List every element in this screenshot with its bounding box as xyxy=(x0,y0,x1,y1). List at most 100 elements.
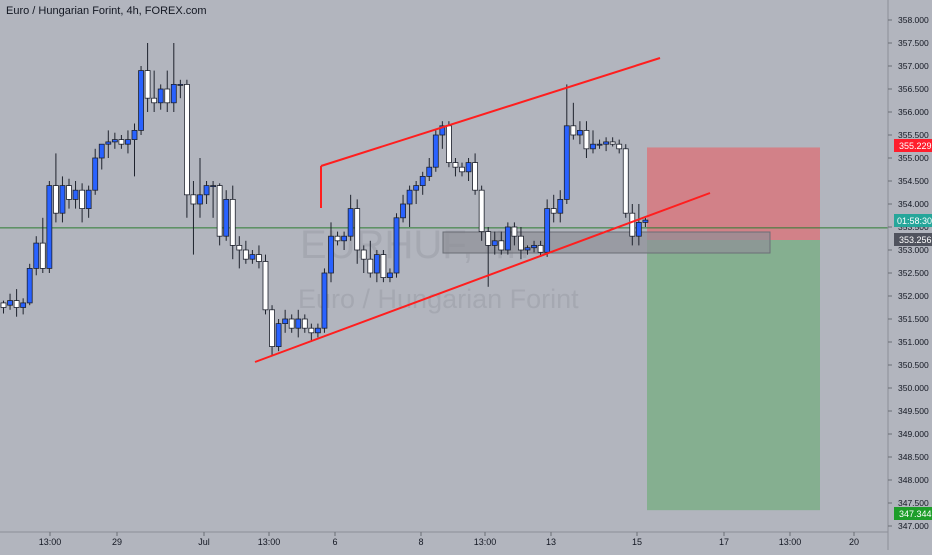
price-tick-label: 353.000 xyxy=(898,245,929,255)
candle xyxy=(393,213,400,278)
time-tick-label: Jul xyxy=(198,537,210,547)
candle xyxy=(459,162,465,177)
price-tick-label: 352.000 xyxy=(898,291,929,301)
stop-price-label: 355.229 xyxy=(894,139,932,152)
candle-body-bull xyxy=(439,125,446,136)
candle xyxy=(262,254,269,315)
candle-body-bear xyxy=(39,242,46,269)
candle xyxy=(13,289,20,317)
candle xyxy=(308,323,315,342)
candle-body-bear xyxy=(308,327,315,334)
candle-body-bull xyxy=(223,198,230,237)
candle-body-bear xyxy=(242,249,249,260)
time-tick-label: 29 xyxy=(112,537,122,547)
candle-body-bull xyxy=(413,185,420,191)
candle xyxy=(531,240,537,253)
candle-body-bull xyxy=(85,189,92,209)
candle xyxy=(341,231,348,250)
stop-loss-zone[interactable] xyxy=(647,147,820,240)
candle xyxy=(603,137,609,152)
candle xyxy=(400,194,406,223)
candle xyxy=(170,43,177,112)
price-tick-label: 355.500 xyxy=(898,130,929,140)
candle-body-bear xyxy=(609,141,616,145)
candle xyxy=(583,121,590,158)
candle xyxy=(85,185,92,218)
candle xyxy=(242,240,249,264)
candle xyxy=(550,194,557,223)
candle-body-bull xyxy=(203,185,210,196)
candle-body-bull xyxy=(531,244,537,249)
candle xyxy=(177,79,184,99)
candle-body-bull xyxy=(210,185,217,188)
candle-body-bull xyxy=(26,267,33,304)
candle xyxy=(105,130,112,158)
candle xyxy=(373,250,380,283)
candle xyxy=(92,148,99,195)
candle-body-bull xyxy=(491,240,498,246)
candle-body-bull xyxy=(59,185,66,214)
candle-body-bear xyxy=(498,240,505,251)
candle-body-bear xyxy=(262,261,269,311)
candle xyxy=(98,143,105,170)
candle xyxy=(347,194,354,241)
candle-body-bull xyxy=(157,88,164,104)
candle xyxy=(46,181,53,273)
price-tick-label: 348.000 xyxy=(898,475,929,485)
candle xyxy=(282,309,289,333)
chart-title: Euro / Hungarian Forint, 4h, FOREX.com xyxy=(6,5,207,17)
candle-body-bear xyxy=(53,185,59,214)
price-tick-label: 354.500 xyxy=(898,176,929,186)
candle xyxy=(629,204,636,246)
candle xyxy=(151,70,158,112)
price-tick-label: 350.500 xyxy=(898,360,929,370)
candle-body-bull xyxy=(590,143,596,150)
candle-body-bear xyxy=(334,235,341,242)
candle xyxy=(236,236,243,269)
candle xyxy=(563,84,570,204)
candle xyxy=(367,240,374,278)
watermark-name: Euro / Hungarian Forint xyxy=(298,284,579,314)
candle xyxy=(164,70,171,112)
candle-body-bull xyxy=(557,198,564,214)
countdown-label: 01:58:30 xyxy=(894,214,932,227)
candle xyxy=(426,158,433,181)
candle xyxy=(622,144,629,218)
target-price-text: 347.344 xyxy=(899,509,932,519)
candle-body-bull xyxy=(111,139,118,143)
candle-body-bear xyxy=(164,88,171,104)
candle xyxy=(59,176,66,223)
candle-body-bear xyxy=(485,231,492,246)
candle xyxy=(642,217,649,227)
candle-body-bear xyxy=(144,70,151,99)
candle xyxy=(72,181,79,209)
candle-body-bear xyxy=(190,194,197,205)
time-axis[interactable]: 13:00 29 Jul 13:00 6 8 13:00 13 15 17 13:00 20 xyxy=(39,532,859,547)
candle xyxy=(125,130,131,154)
candle-body-bull xyxy=(393,217,400,274)
channel-upper-line[interactable] xyxy=(320,57,661,167)
price-tick-label: 350.000 xyxy=(898,383,929,393)
take-profit-zone[interactable] xyxy=(647,240,820,511)
candle-body-bull xyxy=(432,134,439,168)
candle-body-bull xyxy=(504,226,511,251)
candle-body-bull xyxy=(20,302,27,308)
candle xyxy=(596,139,603,149)
candle xyxy=(524,245,531,255)
candle xyxy=(53,153,59,223)
trend-lines xyxy=(254,57,711,363)
candle-body-bull xyxy=(72,189,79,200)
candle xyxy=(197,158,203,218)
candle-body-bull xyxy=(524,247,531,251)
candle-body-bear xyxy=(216,185,223,237)
candle xyxy=(223,190,230,241)
price-tick-label: 348.500 xyxy=(898,452,929,462)
candle-body-bear xyxy=(452,162,459,168)
candle-body-bull xyxy=(426,166,433,177)
channel-lower-line[interactable] xyxy=(254,192,711,363)
stop-price-text: 355.229 xyxy=(899,141,932,151)
candle xyxy=(275,319,282,352)
candle xyxy=(33,236,40,276)
